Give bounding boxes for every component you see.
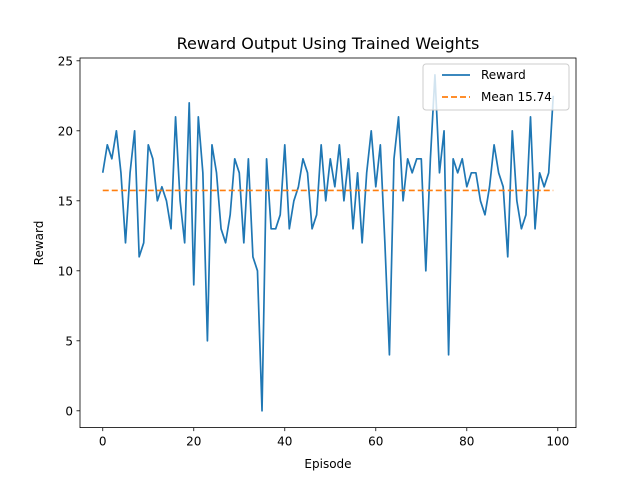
axes-frame (79, 57, 577, 429)
legend-label-mean: Mean 15.74 (481, 90, 552, 104)
x-tick-label: 80 (459, 435, 474, 449)
x-tick-label: 20 (186, 435, 201, 449)
x-tick-label: 0 (99, 435, 107, 449)
y-tick-label: 10 (58, 264, 73, 278)
plot-lines (101, 73, 555, 412)
y-tick-label: 25 (58, 54, 73, 68)
x-axis-ticks: 0 20 40 60 80 100 (99, 427, 569, 449)
x-axis-label: Episode (304, 457, 351, 471)
legend-label-reward: Reward (481, 68, 526, 82)
x-tick-label: 40 (277, 435, 292, 449)
x-tick-label: 60 (368, 435, 383, 449)
y-tick-label: 15 (58, 194, 73, 208)
y-tick-label: 20 (58, 124, 73, 138)
x-tick-label: 100 (546, 435, 569, 449)
y-tick-label: 5 (65, 334, 73, 348)
series-line-reward (101, 73, 555, 412)
chart-title: Reward Output Using Trained Weights (177, 34, 480, 53)
y-tick-label: 0 (65, 404, 73, 418)
y-axis-label: Reward (32, 221, 46, 266)
legend: Reward Mean 15.74 (422, 63, 570, 111)
y-axis-ticks: 0 5 10 15 20 25 (58, 54, 80, 418)
